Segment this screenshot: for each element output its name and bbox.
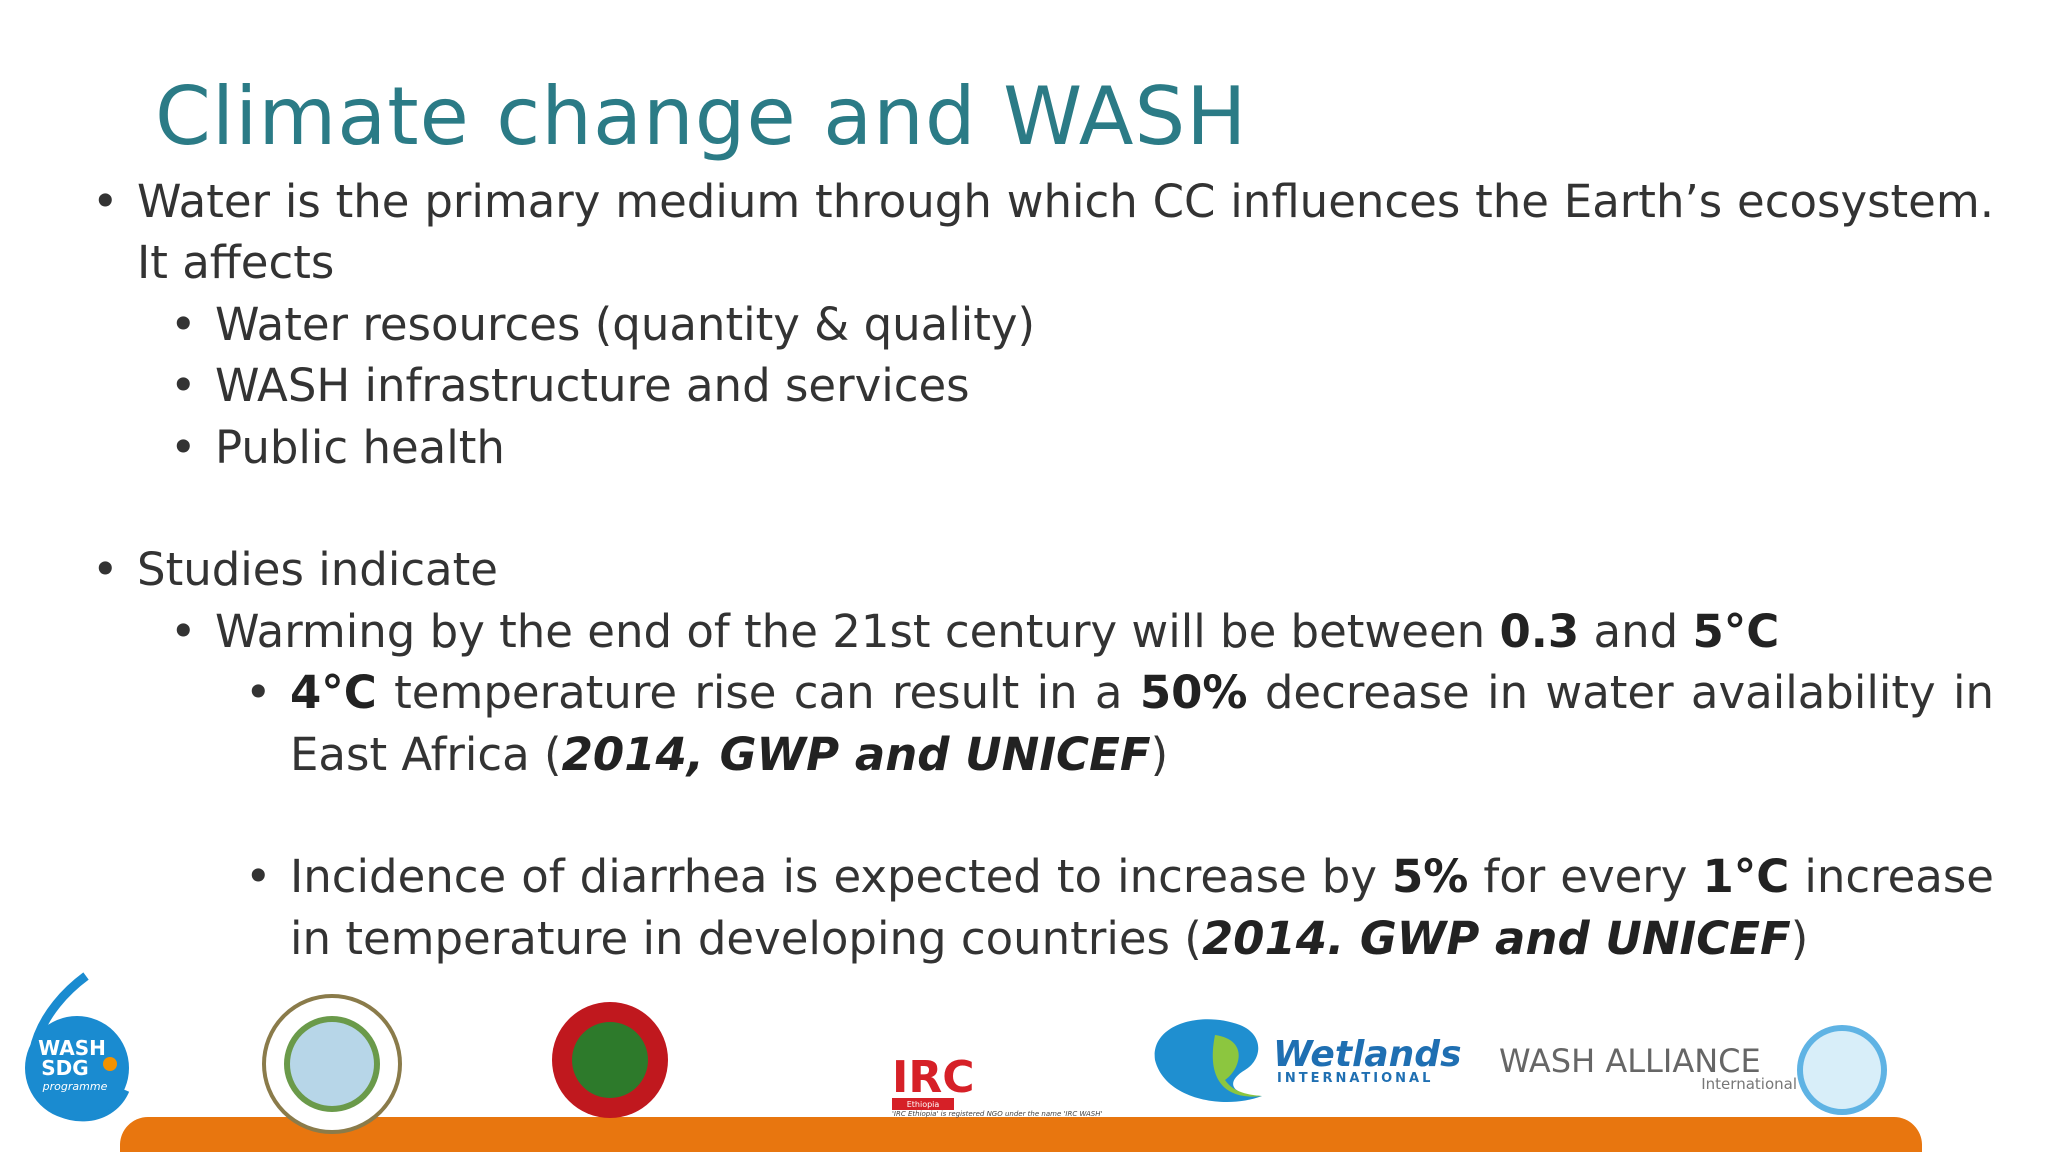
logo-text: Ethiopia (907, 1100, 940, 1109)
text-run: 5% (1391, 850, 1469, 904)
text-run: 5°C (1692, 604, 1780, 658)
text-run: Water resources (quantity & quality) (215, 297, 1036, 351)
logo-text: WASH (38, 1036, 106, 1060)
logo-text: IRC (892, 1052, 975, 1103)
bullet-item: Public health (170, 417, 1994, 479)
text-run: Warming by the end of the 21st century w… (215, 604, 1500, 658)
logo-text: INTERNATIONAL (1277, 1071, 1433, 1086)
wash-sdg-circle (25, 1016, 129, 1120)
text-run: 2014, GWP and UNICEF (561, 727, 1151, 781)
ministry-emblem-inner (284, 1016, 380, 1112)
text-run: 0.3 (1499, 604, 1580, 658)
bullet-item: Studies indicate (92, 539, 1994, 601)
logo-text: 'IRC Ethiopia' is registered NGO under t… (892, 1110, 1103, 1118)
text-run: Water is the primary medium through whic… (137, 175, 1994, 290)
wetlands-mark (1212, 1035, 1262, 1097)
text-run: and (1579, 604, 1693, 658)
text-run: increase in temperature in developing co… (290, 850, 1994, 965)
text-run: for every (1468, 850, 1703, 904)
slide-title: Climate change and WASH (155, 70, 1248, 163)
bullet-item: Incidence of diarrhea is expected to inc… (245, 846, 1994, 969)
text-run: 4°C (290, 666, 377, 720)
text-run: 2014. GWP and UNICEF (1201, 911, 1791, 965)
text-run: Studies indicate (137, 543, 498, 597)
logo-text: SDG (41, 1056, 88, 1080)
bullet-item: Warming by the end of the 21st century w… (170, 601, 1994, 663)
red-emblem-inner (572, 1022, 648, 1098)
bullet-item: WASH infrastructure and services (170, 355, 1994, 417)
slide-body: Water is the primary medium through whic… (0, 171, 1994, 969)
text-run: 50% (1139, 666, 1248, 720)
text-run: Public health (215, 420, 505, 474)
text-run: decrease in water availability in East A… (290, 666, 1994, 781)
text-run: ) (1150, 727, 1169, 781)
text-run: 1°C (1702, 850, 1790, 904)
logo-text: programme (42, 1080, 108, 1093)
text-run: WASH infrastructure and services (215, 359, 970, 413)
logo-text: WASH ALLIANCE (1499, 1042, 1761, 1080)
bullet-item: Water resources (quantity & quality) (170, 294, 1994, 356)
logo-text: International (1701, 1075, 1797, 1093)
irc-band (892, 1098, 954, 1110)
footer-bar (120, 1117, 1922, 1152)
text-run: Incidence of diarrhea is expected to inc… (290, 850, 1392, 904)
bullet-item: Water is the primary medium through whic… (92, 171, 1994, 294)
text-run: ) (1790, 911, 1809, 965)
bullet-item: 4°C temperature rise can result in a 50%… (245, 662, 1994, 785)
logo-text: Wetlands (1273, 1034, 1462, 1075)
wash-sdg-dot (103, 1057, 117, 1071)
wash-alliance-ring (1797, 1025, 1887, 1115)
wetlands-mark (1154, 1019, 1262, 1102)
text-run: temperature rise can result in a (376, 666, 1140, 720)
